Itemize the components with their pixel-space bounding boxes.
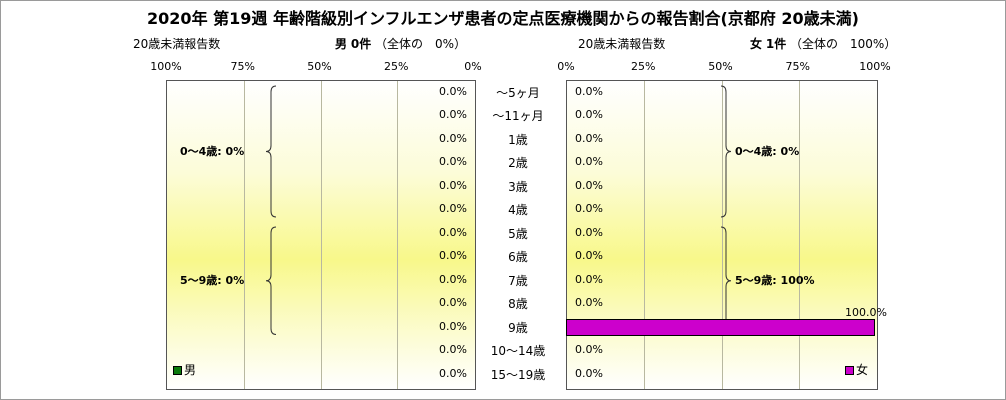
female-gridline [721,81,723,389]
female-gridline [644,81,646,389]
left-count-label: 20歳未満報告数 [133,37,221,51]
male-axis-tick: 100% [150,60,182,73]
age-category-label: 〜5ヶ月 [496,85,540,100]
male-value-label: 0.0% [439,84,467,98]
male-summary-count: 0件 [350,37,372,51]
female-value-label: 0.0% [575,108,603,122]
female-value-label: 0.0% [575,131,603,145]
male-value-label: 0.0% [439,366,467,380]
male-value-label: 0.0% [439,131,467,145]
female-value-label: 0.0% [575,296,603,310]
female-value-label: 0.0% [575,84,603,98]
female-age-group-label: 0〜4歳: 0% [735,144,800,158]
male-axis-tick: 25% [384,60,409,73]
female-value-label: 0.0% [575,366,603,380]
age-category-label: 1歳 [508,132,528,147]
male-gridline [320,81,322,389]
male-summary-share: （全体の 0%） [375,37,467,51]
male-plot-area [166,80,476,390]
male-age-group-brace [265,226,277,335]
female-bar [566,318,875,336]
age-category-label: 9歳 [508,320,528,335]
male-summary: 男 0件 （全体の 0%） [335,35,466,52]
male-value-label: 0.0% [439,249,467,263]
female-axis-tick: 100% [859,60,891,73]
female-legend-swatch [845,366,854,375]
female-summary-share: （全体の 100%） [790,37,897,51]
female-legend: 女 [845,361,868,378]
female-axis-tick: 0% [557,60,575,73]
female-age-group-label: 5〜9歳: 100% [735,273,815,287]
right-count-label: 20歳未満報告数 [578,37,666,51]
male-value-label: 0.0% [439,319,467,333]
female-value-label: 0.0% [575,178,603,192]
male-gridline [397,81,399,389]
male-gridline [243,81,245,389]
male-legend-label: 男 [184,363,197,377]
age-category-label: 8歳 [508,297,528,312]
male-legend: 男 [173,361,196,378]
female-legend-label: 女 [856,363,869,377]
male-value-label: 0.0% [439,343,467,357]
female-axis-tick: 75% [785,60,810,73]
age-category-label: 5歳 [508,226,528,241]
female-value-label: 0.0% [575,272,603,286]
female-axis-tick: 50% [708,60,733,73]
female-value-label: 0.0% [575,155,603,169]
female-gridline [798,81,800,389]
age-category-label: 3歳 [508,179,528,194]
age-category-label: 2歳 [508,156,528,171]
female-summary: 女 1件 （全体の 100%） [750,35,896,52]
male-axis-tick: 75% [230,60,255,73]
age-category-label: 〜11ヶ月 [492,109,544,124]
age-category-label: 6歳 [508,250,528,265]
male-summary-label: 男 [335,37,348,51]
age-category-label: 7歳 [508,273,528,288]
age-category-label: 10〜14歳 [490,344,546,359]
male-axis-tick: 50% [307,60,332,73]
male-value-label: 0.0% [439,178,467,192]
male-legend-swatch [173,366,182,375]
male-age-group-label: 5〜9歳: 0% [180,273,245,287]
female-summary-count: 1件 [765,37,787,51]
female-value-label: 0.0% [575,249,603,263]
male-value-label: 0.0% [439,108,467,122]
female-value-label: 100.0% [845,305,887,319]
female-axis-tick: 25% [631,60,656,73]
age-category-label: 15〜19歳 [490,367,546,382]
male-value-label: 0.0% [439,155,467,169]
male-value-label: 0.0% [439,296,467,310]
female-value-label: 0.0% [575,202,603,216]
male-axis-tick: 0% [464,60,482,73]
female-value-label: 0.0% [575,343,603,357]
female-value-label: 0.0% [575,225,603,239]
female-plot-area [566,80,878,390]
male-age-group-label: 0〜4歳: 0% [180,144,245,158]
male-value-label: 0.0% [439,225,467,239]
male-value-label: 0.0% [439,202,467,216]
male-value-label: 0.0% [439,272,467,286]
male-age-group-brace [265,85,277,218]
chart-title: 2020年 第19週 年齢階級別インフルエンザ患者の定点医療機関からの報告割合(… [147,9,859,28]
female-age-group-brace [720,85,732,218]
age-category-label: 4歳 [508,203,528,218]
female-summary-label: 女 [750,37,763,51]
